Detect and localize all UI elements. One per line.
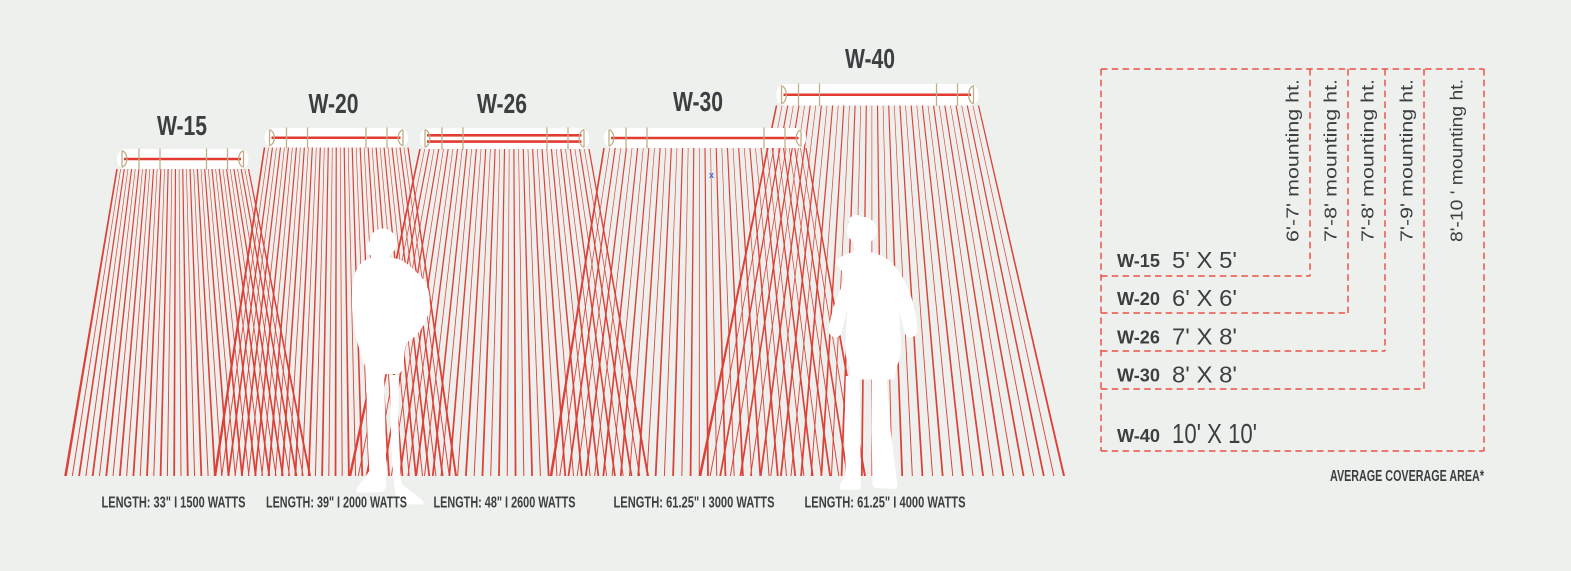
- svg-text:10' X 10': 10' X 10': [1172, 418, 1257, 449]
- svg-text:5' X 5': 5' X 5': [1172, 247, 1237, 273]
- svg-text:W-15: W-15: [1117, 251, 1160, 271]
- svg-text:W-40: W-40: [1117, 426, 1160, 446]
- svg-text:6'-7' mounting ht.: 6'-7' mounting ht.: [1283, 79, 1303, 242]
- svg-text:7'-8' mounting ht.: 7'-8' mounting ht.: [1358, 79, 1378, 242]
- svg-text:W-30: W-30: [673, 86, 723, 117]
- svg-text:W-20: W-20: [1117, 289, 1160, 309]
- svg-text:LENGTH: 48" I 2600 WATTS: LENGTH: 48" I 2600 WATTS: [434, 495, 576, 512]
- svg-text:LENGTH: 33" I 1500 WATTS: LENGTH: 33" I 1500 WATTS: [102, 495, 246, 512]
- svg-text:LENGTH: 39" I 2000 WATTS: LENGTH: 39" I 2000 WATTS: [266, 495, 407, 512]
- svg-text:W-20: W-20: [309, 88, 359, 119]
- svg-text:7' X 8': 7' X 8': [1172, 324, 1237, 350]
- svg-text:W-15: W-15: [157, 110, 207, 141]
- svg-text:8' X 8': 8' X 8': [1172, 362, 1237, 388]
- svg-text:AVERAGE COVERAGE AREA*: AVERAGE COVERAGE AREA*: [1330, 468, 1485, 485]
- svg-text:8'-10 ' mounting ht.: 8'-10 ' mounting ht.: [1447, 79, 1467, 242]
- svg-text:6' X 6': 6' X 6': [1172, 285, 1237, 311]
- svg-text:7'-9' mounting ht.: 7'-9' mounting ht.: [1397, 79, 1417, 242]
- svg-text:W-30: W-30: [1117, 366, 1160, 386]
- svg-text:W-26: W-26: [477, 88, 527, 119]
- svg-text:W-40: W-40: [845, 43, 895, 74]
- svg-text:W-26: W-26: [1117, 328, 1160, 348]
- svg-text:LENGTH: 61.25" I 3000 WATTS: LENGTH: 61.25" I 3000 WATTS: [614, 495, 775, 512]
- svg-text:LENGTH: 61.25" I 4000 WATTS: LENGTH: 61.25" I 4000 WATTS: [805, 495, 966, 512]
- svg-text:x: x: [709, 170, 714, 180]
- svg-text:7'-8' mounting ht.: 7'-8' mounting ht.: [1321, 79, 1341, 242]
